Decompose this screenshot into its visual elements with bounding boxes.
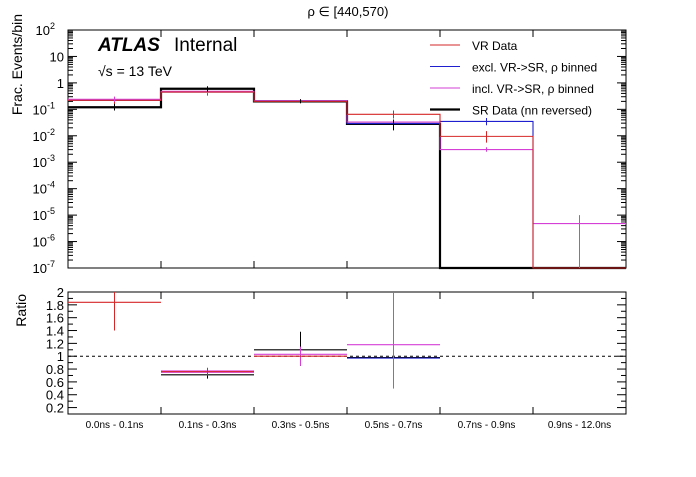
top-tick-label: 10	[50, 49, 64, 64]
atlas-word: ATLAS	[97, 35, 160, 56]
top-panel-axes: 10-7 10-6 10-5 10-4 10-3 10-2 10-11 10 102	[33, 21, 627, 276]
atlas-label: ATLAS Internal √s = 13 TeV	[97, 35, 237, 79]
top-tick-label: 10-3	[33, 153, 55, 170]
ratio-tick-label: 2	[57, 285, 64, 300]
energy-label: √s = 13 TeV	[98, 63, 173, 79]
top-tick-label: 10-1	[33, 100, 55, 117]
ratio-tick-label: 1.4	[46, 324, 64, 339]
top-tick-exponent: -4	[47, 180, 55, 190]
top-tick-exponent: 2	[50, 21, 55, 31]
x-category-label: 0.5ns - 0.7ns	[365, 420, 423, 431]
bottom-ylabel: Ratio	[13, 294, 29, 327]
top-tick-label: 10-7	[33, 259, 55, 276]
top-tick-exponent: -5	[47, 206, 55, 216]
ratio-tick-label: 0.8	[46, 362, 64, 377]
x-category-label: 0.3ns - 0.5ns	[272, 420, 330, 431]
top-tick-exponent: -7	[47, 259, 55, 269]
top-tick-exponent: -2	[47, 127, 55, 137]
legend-label-excl: excl. VR->SR, ρ binned	[472, 61, 597, 75]
x-category-label: 0.9ns - 12.0ns	[548, 420, 611, 431]
ratio-frame	[67, 291, 627, 415]
ratio-tick-label: 0.4	[46, 388, 64, 403]
top-tick-label: 102	[36, 21, 55, 38]
top-tick-exponent: -6	[47, 233, 55, 243]
x-category-label: 0.1ns - 0.3ns	[179, 420, 237, 431]
ratio-tick-label: 0.6	[46, 375, 64, 390]
top-tick-label: 10-2	[33, 127, 55, 144]
top-panel-histograms	[68, 86, 626, 270]
top-tick-exponent: -3	[47, 153, 55, 163]
legend-label-incl: incl. VR->SR, ρ binned	[472, 82, 594, 96]
top-tick-label: 10-6	[33, 233, 55, 250]
legend: VR Data excl. VR->SR, ρ binned incl. VR->S…	[430, 39, 597, 118]
atlas-internal: Internal	[174, 35, 237, 56]
ratio-panel-axes: 0.20.40.60.811.21.41.61.82 0.0ns - 0.1ns 0…	[46, 285, 627, 431]
legend-label-vr: VR Data	[472, 39, 518, 53]
x-category-label: 0.7ns - 0.9ns	[458, 420, 516, 431]
histogram-vr	[68, 91, 626, 269]
ratio-tick-label: 1	[57, 349, 64, 364]
ratio-tick-label: 1.6	[46, 311, 64, 326]
top-tick-label: 10-5	[33, 206, 55, 223]
ratio-panel-markers	[68, 292, 440, 389]
top-tick-exponent: -1	[47, 100, 55, 110]
chart-title: ρ ∈ [440,570)	[308, 4, 389, 19]
top-tick-label: 1	[57, 76, 64, 91]
ratio-tick-label: 0.2	[46, 401, 64, 416]
top-tick-label: 10-4	[33, 180, 55, 197]
legend-label-sr: SR Data (nn reversed)	[472, 104, 592, 118]
top-ylabel: Frac. Events/bin	[9, 14, 25, 115]
x-category-label: 0.0ns - 0.1ns	[86, 420, 144, 431]
ratio-tick-label: 1.8	[46, 298, 64, 313]
ratio-tick-label: 1.2	[46, 336, 64, 351]
